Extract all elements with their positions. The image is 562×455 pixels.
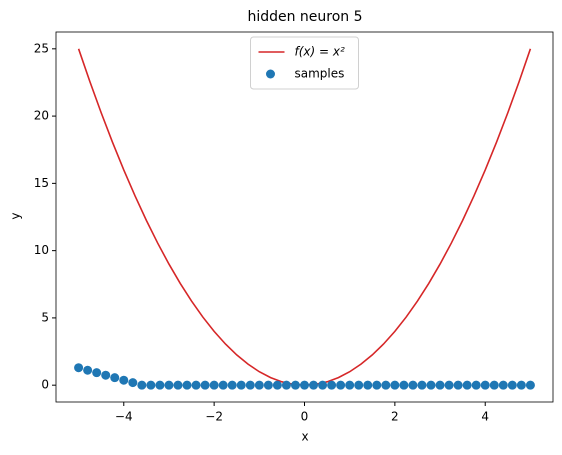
scatter-point <box>489 380 499 390</box>
legend-label: f(x) = x² <box>295 45 345 59</box>
scatter-point <box>336 380 346 390</box>
scatter-point <box>83 365 93 375</box>
scatter-point <box>263 380 273 390</box>
scatter-point <box>155 380 165 390</box>
scatter-point <box>462 380 472 390</box>
scatter-point <box>272 380 282 390</box>
scatter-point <box>480 380 490 390</box>
y-tick-label: 15 <box>34 176 49 190</box>
scatter-point <box>128 378 138 388</box>
scatter-point <box>101 370 111 380</box>
x-tick-label: −4 <box>115 410 133 424</box>
x-tick-label: 0 <box>301 410 309 424</box>
legend-box <box>250 36 359 90</box>
scatter-point <box>372 380 382 390</box>
scatter-point <box>236 380 246 390</box>
scatter-point <box>281 380 291 390</box>
scatter-point <box>173 380 183 390</box>
scatter-point <box>417 380 427 390</box>
scatter-point <box>218 380 228 390</box>
y-tick-label: 20 <box>34 109 49 123</box>
x-tick-label: 2 <box>391 410 399 424</box>
scatter-point <box>345 380 355 390</box>
scatter-point <box>164 380 174 390</box>
scatter-point <box>390 380 400 390</box>
legend-label: samples <box>295 67 345 81</box>
scatter-point <box>146 380 156 390</box>
scatter-point <box>471 380 481 390</box>
scatter-point <box>110 373 120 383</box>
scatter-point <box>426 380 436 390</box>
scatter-point <box>516 380 526 390</box>
scatter-point <box>381 380 391 390</box>
scatter-point <box>209 380 219 390</box>
scatter-point <box>245 380 255 390</box>
scatter-point <box>254 380 264 390</box>
scatter-point <box>191 380 201 390</box>
scatter-point <box>227 380 237 390</box>
scatter-point <box>354 380 364 390</box>
plot-frame <box>55 31 554 403</box>
x-tick-label: 4 <box>481 410 489 424</box>
scatter-point <box>525 380 535 390</box>
scatter-point <box>318 380 328 390</box>
scatter-point <box>182 380 192 390</box>
line-series <box>77 48 532 386</box>
y-axis-label: y <box>9 212 23 219</box>
y-tick-label: 10 <box>34 243 49 257</box>
scatter-point <box>498 380 508 390</box>
scatter-point <box>507 380 517 390</box>
scatter-point <box>290 380 300 390</box>
x-tick-label: −2 <box>205 410 223 424</box>
scatter-point <box>309 380 319 390</box>
scatter-point <box>200 380 210 390</box>
scatter-point <box>327 380 337 390</box>
scatter-point <box>74 363 84 373</box>
y-tick-label: 25 <box>34 41 49 55</box>
scatter-point <box>453 380 463 390</box>
chart-title: hidden neuron 5 <box>247 9 362 25</box>
scatter-point <box>363 380 373 390</box>
scatter-point <box>300 380 309 390</box>
scatter-point <box>444 380 454 390</box>
scatter-point <box>399 380 409 390</box>
y-tick-label: 5 <box>41 310 49 324</box>
x-axis-label: x <box>301 430 308 444</box>
y-tick-label: 0 <box>41 378 49 392</box>
scatter-point <box>137 380 147 390</box>
scatter-point <box>119 375 129 385</box>
legend-marker <box>266 69 275 79</box>
scatter-point <box>435 380 445 390</box>
scatter-point <box>92 368 102 378</box>
scatter-point <box>408 380 418 390</box>
